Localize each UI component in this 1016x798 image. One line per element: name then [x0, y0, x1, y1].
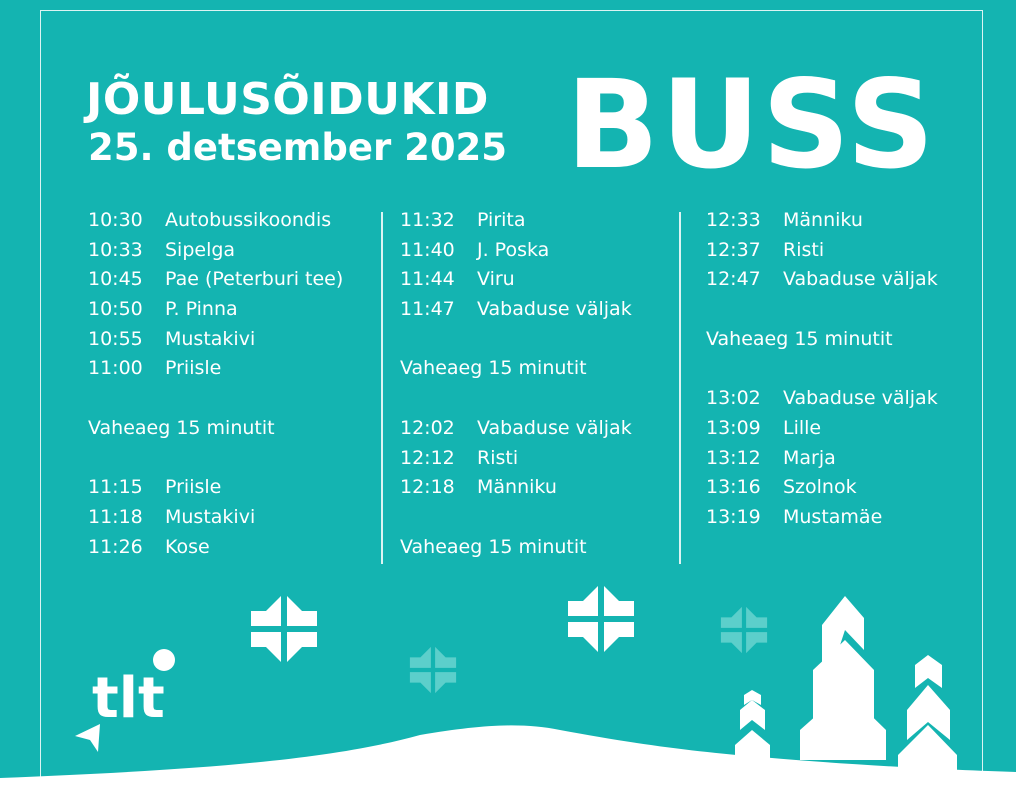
- snowflake-icon: [251, 596, 317, 662]
- schedule-row: 12:33 Männiku: [706, 206, 893, 236]
- event-date: 25. detsember 2025: [88, 126, 508, 169]
- break-note: Vaheaeg 15 minutit: [88, 416, 275, 439]
- schedule-row: 13:09 Lille: [706, 414, 893, 444]
- stop-name: Vabaduse väljak: [477, 416, 632, 439]
- schedule-row: 12:02 Vabaduse väljak: [400, 414, 632, 444]
- stop-name: Mustamäe: [783, 505, 883, 528]
- schedule-row: 13:19 Mustamäe: [706, 503, 893, 533]
- schedule-row: 11:26 Kose: [88, 533, 275, 563]
- departure-time: 11:47: [400, 298, 455, 321]
- schedule-column-3: 12:33 Männiku 12:37 Risti 12:47 Vabaduse välj…: [706, 206, 938, 533]
- schedule-row: 11:32 Pirita: [400, 206, 587, 236]
- schedule-column-2: 11:32 Pirita 11:40 J. Poska 11:44 Viru 11:47 Va…: [400, 206, 632, 562]
- schedule-row: 12:47 Vabaduse väljak: [706, 265, 938, 295]
- stop-name: Vabaduse väljak: [783, 387, 938, 410]
- schedule-row: 12:37 Risti: [706, 236, 893, 266]
- vehicle-type: BUSS: [566, 54, 937, 196]
- departure-time: 13:02: [706, 387, 761, 410]
- stop-name: Lille: [783, 416, 822, 439]
- break-note: Vaheaeg 15 minutit: [400, 357, 587, 380]
- departure-time: 12:12: [400, 446, 455, 469]
- departure-time: 12:47: [706, 268, 761, 291]
- departure-time: 12:37: [706, 238, 761, 261]
- stop-name: Mustakivi: [165, 505, 256, 528]
- schedule-row: 13:02 Vabaduse väljak: [706, 384, 938, 414]
- snow-hill: [0, 725, 1016, 798]
- departure-time: 13:12: [706, 446, 761, 469]
- schedule-row: 10:30 Autobussikoondis: [88, 206, 331, 236]
- column-divider: [381, 212, 383, 564]
- stop-name: Marja: [783, 446, 836, 469]
- departure-time: 10:30: [88, 209, 143, 231]
- stop-name: Pirita: [477, 209, 526, 231]
- departure-time: 13:19: [706, 505, 761, 528]
- stop-name: Priisle: [165, 476, 222, 499]
- departure-time: 10:55: [88, 327, 143, 350]
- schedule-column-1: 10:30 Autobussikoondis 10:33 Sipelga 10:45 Pa…: [88, 206, 343, 563]
- departure-time: 12:18: [400, 476, 455, 499]
- schedule-row: 11:15 Priisle: [88, 473, 275, 503]
- stop-name: P. Pinna: [165, 298, 238, 321]
- schedule-row: 13:16 Szolnok: [706, 473, 893, 503]
- departure-time: 11:44: [400, 268, 455, 291]
- schedule-row: 12:12 Risti: [400, 444, 587, 474]
- stop-name: J. Poska: [477, 238, 550, 261]
- schedule-row: 11:00 Priisle: [88, 354, 275, 384]
- schedule-row: 11:18 Mustakivi: [88, 503, 275, 533]
- stop-name: Männiku: [477, 476, 557, 499]
- departure-time: 11:00: [88, 357, 143, 380]
- departure-time: 10:50: [88, 298, 143, 321]
- departure-time: 12:33: [706, 209, 761, 231]
- stop-name: Autobussikoondis: [165, 209, 332, 231]
- departure-time: 10:33: [88, 238, 143, 261]
- departure-time: 11:26: [88, 535, 143, 558]
- departure-time: 10:45: [88, 268, 143, 291]
- stop-name: Mustakivi: [165, 327, 256, 350]
- departure-time: 13:09: [706, 416, 761, 439]
- stop-name: Sipelga: [165, 238, 236, 261]
- departure-time: 11:15: [88, 476, 143, 499]
- stop-name: Vabaduse väljak: [477, 298, 632, 321]
- departure-time: 11:32: [400, 209, 455, 231]
- tlt-logo: tlt: [75, 649, 175, 752]
- stop-name: Priisle: [165, 357, 222, 380]
- stop-name: Männiku: [783, 209, 863, 231]
- column-divider: [679, 212, 681, 564]
- schedule-row: 10:45 Pae (Peterburi tee): [88, 265, 343, 295]
- stop-name: Vabaduse väljak: [783, 268, 938, 291]
- break-note: Vaheaeg 15 minutit: [400, 535, 587, 558]
- stop-name: Risti: [783, 238, 825, 261]
- stop-name: Viru: [477, 268, 515, 291]
- stop-name: Risti: [477, 446, 519, 469]
- tallinn-towers-icon: [735, 596, 957, 770]
- snowflake-icon: [568, 586, 634, 652]
- schedule-row: 10:50 P. Pinna: [88, 295, 275, 325]
- stop-name: Szolnok: [783, 476, 857, 499]
- stop-name: Pae (Peterburi tee): [165, 268, 344, 291]
- snowflake-icon: [720, 606, 768, 654]
- schedule-row: 11:47 Vabaduse väljak: [400, 295, 632, 325]
- stop-name: Kose: [165, 535, 210, 558]
- schedule-row: 10:55 Mustakivi: [88, 325, 275, 355]
- departure-time: 11:18: [88, 505, 143, 528]
- schedule-row: 11:40 J. Poska: [400, 236, 587, 266]
- schedule-row: 12:18 Männiku: [400, 473, 587, 503]
- schedule-row: 13:12 Marja: [706, 444, 893, 474]
- poster-frame: [40, 10, 983, 798]
- departure-time: 13:16: [706, 476, 761, 499]
- break-note: Vaheaeg 15 minutit: [706, 327, 893, 350]
- snowflake-icon: [409, 646, 457, 694]
- schedule-row: 10:33 Sipelga: [88, 236, 275, 266]
- schedule-row: 11:44 Viru: [400, 265, 587, 295]
- departure-time: 11:40: [400, 238, 455, 261]
- poster-title: JÕULUSÕIDUKID: [86, 74, 489, 125]
- departure-time: 12:02: [400, 416, 455, 439]
- logo-text: tlt: [92, 666, 165, 731]
